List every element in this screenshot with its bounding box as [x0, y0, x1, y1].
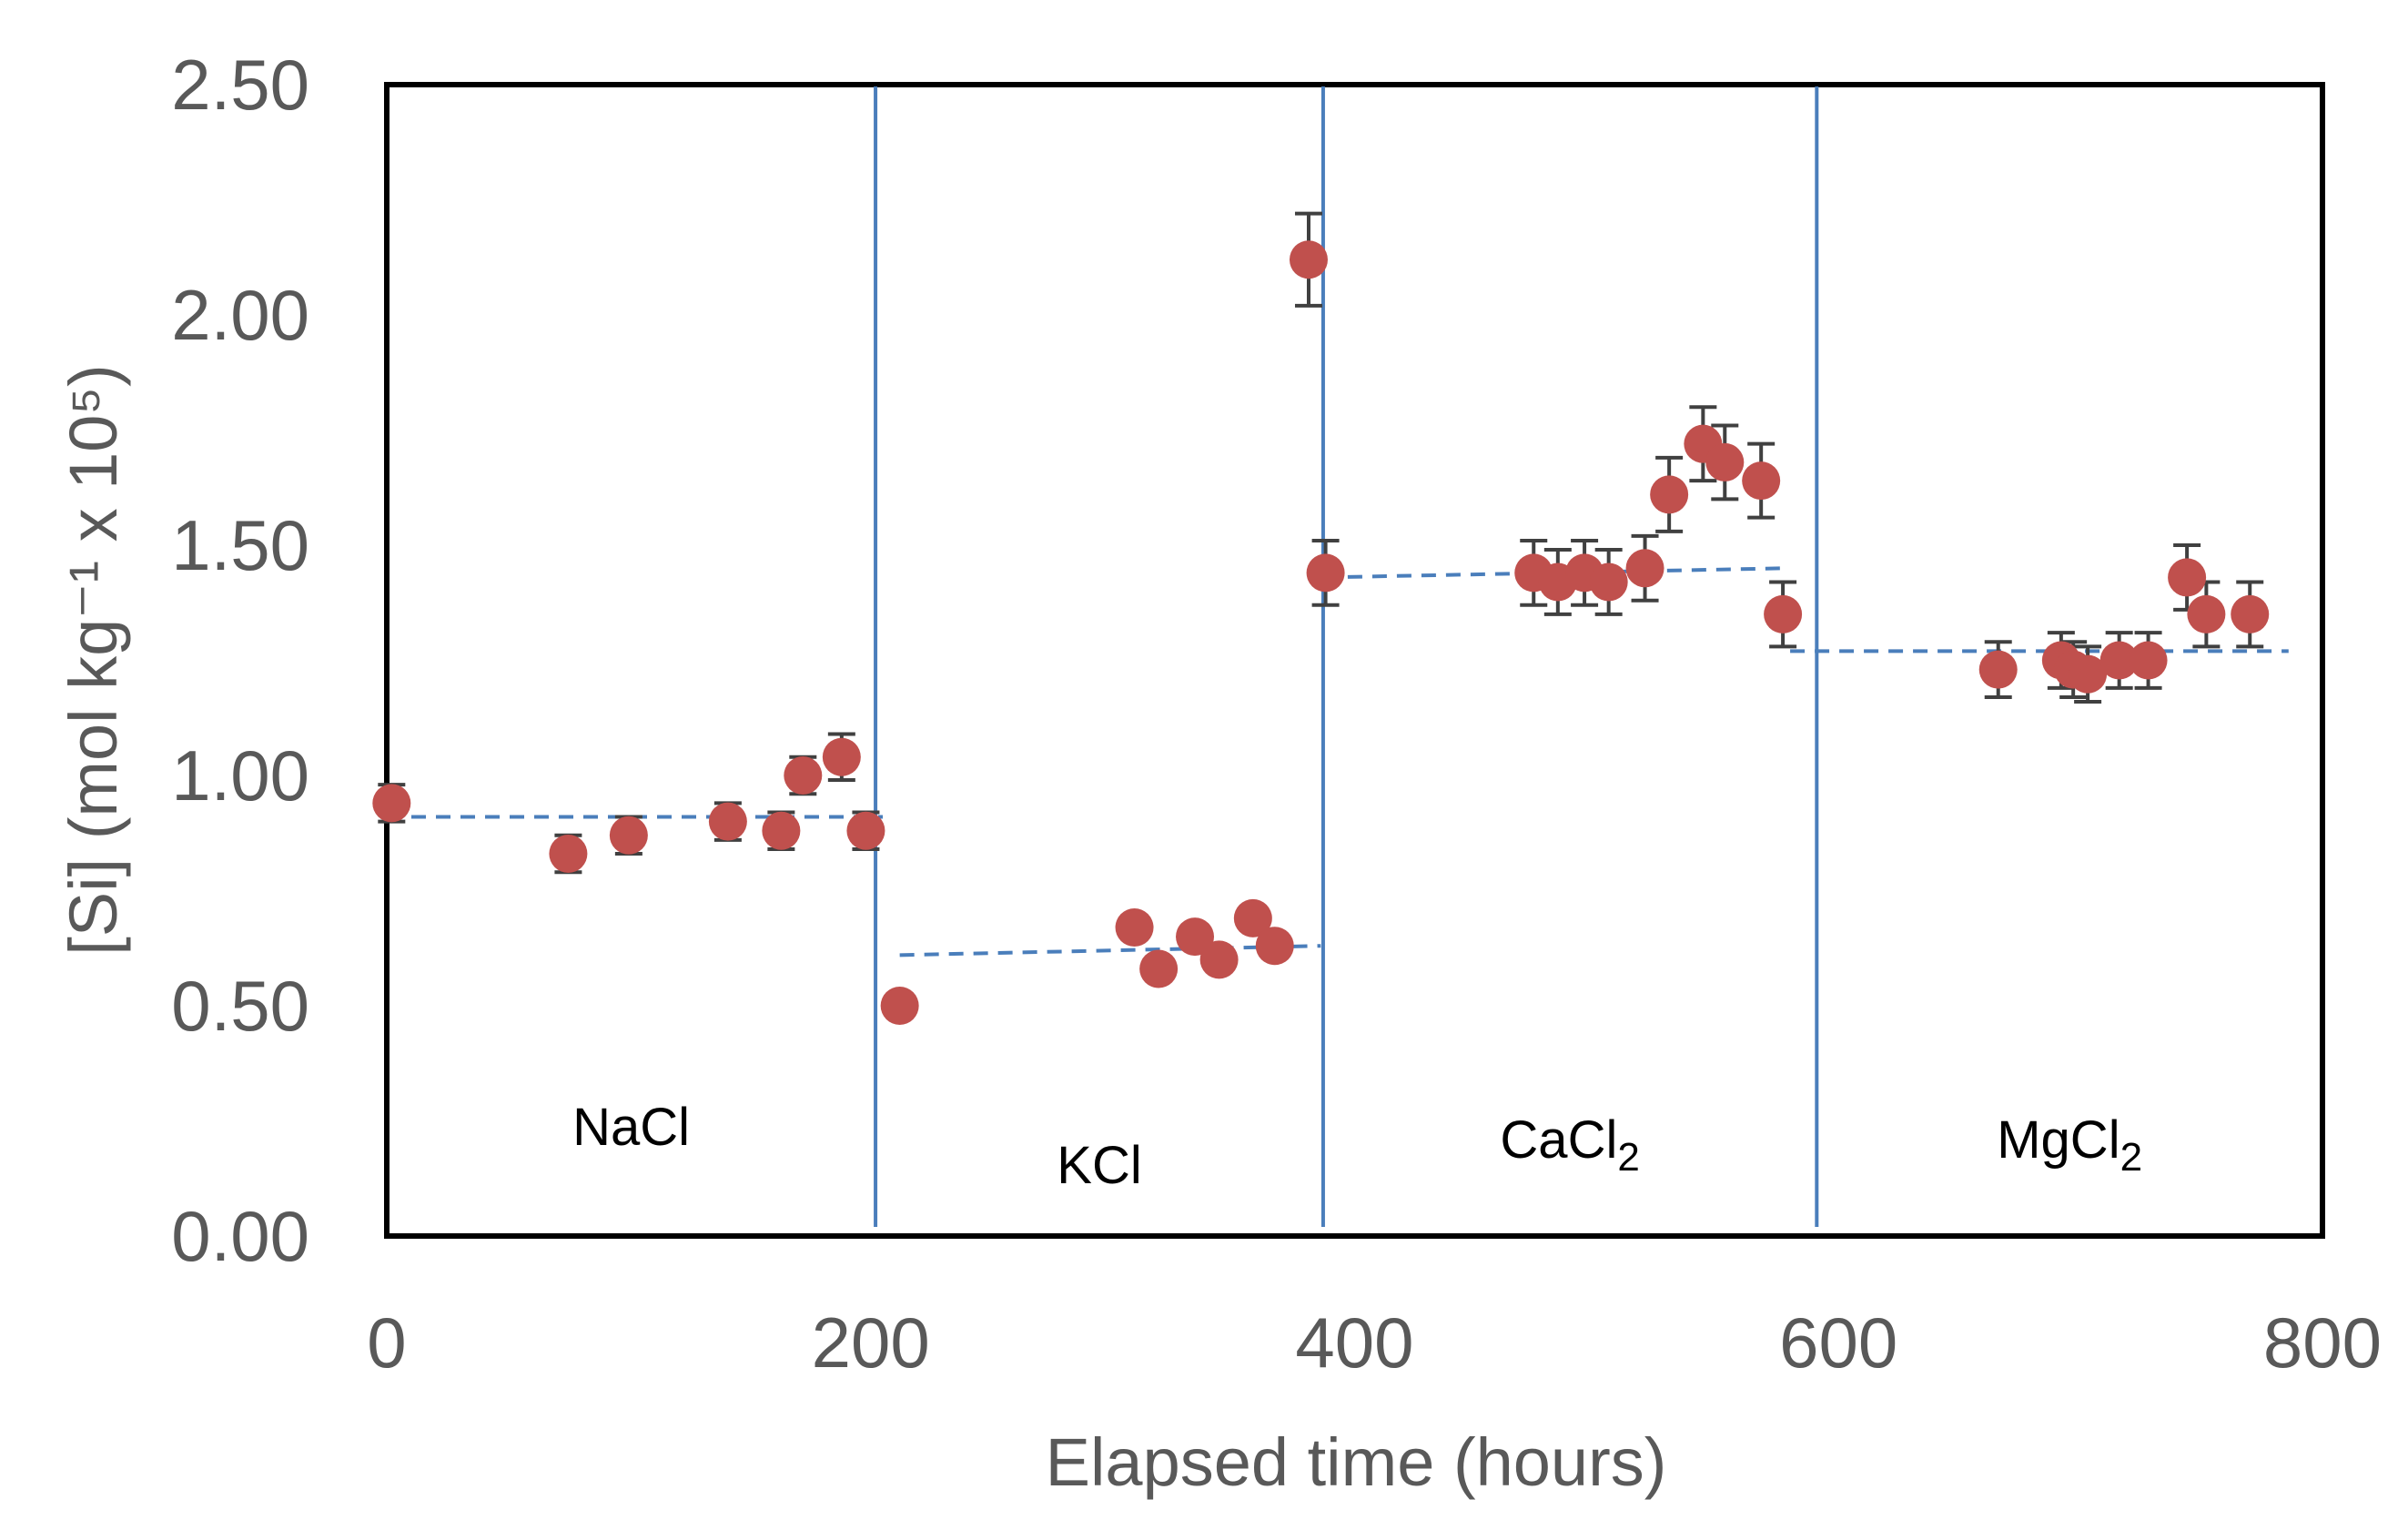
data-point — [1176, 917, 1215, 957]
data-point — [1589, 562, 1628, 602]
data-point — [372, 784, 411, 823]
data-point — [1139, 949, 1179, 988]
y-tick-label: 1.50 — [171, 505, 309, 585]
data-point — [2168, 558, 2207, 597]
trend-line-kcl — [899, 944, 1321, 958]
data-point — [1705, 442, 1745, 481]
data-point — [822, 737, 861, 776]
data-point — [1199, 940, 1239, 979]
data-point — [1742, 461, 1781, 501]
x-tick-label: 800 — [2263, 1302, 2382, 1383]
x-tick-label: 600 — [1779, 1302, 1897, 1383]
salt-label-main: NaCl — [572, 1098, 690, 1157]
x-tick-label: 0 — [367, 1302, 406, 1383]
data-point — [1764, 594, 1803, 633]
data-point — [846, 811, 885, 850]
data-point — [1306, 553, 1345, 593]
data-point — [784, 756, 823, 795]
data-point — [708, 802, 747, 841]
y-tick-label: 1.00 — [171, 735, 309, 816]
data-point — [549, 835, 588, 874]
data-point — [2069, 654, 2108, 694]
y-tick-label: 0.00 — [171, 1196, 309, 1276]
data-point — [2099, 641, 2139, 680]
data-point — [1289, 240, 1328, 279]
y-tick-label: 2.00 — [171, 275, 309, 355]
x-axis-title: Elapsed time (hours) — [1046, 1424, 1667, 1500]
salt-label-nacl: NaCl — [572, 1098, 690, 1157]
salt-label-kcl: KCl — [1057, 1136, 1141, 1195]
y-tick-label: 2.50 — [171, 45, 309, 125]
data-point — [1233, 898, 1272, 937]
salt-label-main: KCl — [1057, 1136, 1141, 1195]
salt-label-mgcl2: MgCl2 — [1997, 1110, 2142, 1180]
data-point — [1625, 549, 1664, 588]
y-axis-title: [Si] (mol kg⁻¹ x 10⁵) — [56, 364, 131, 956]
salt-label-cacl2: CaCl2 — [1500, 1110, 1639, 1180]
salt-label-subscript: 2 — [1617, 1135, 1639, 1180]
x-tick-label: 200 — [812, 1302, 930, 1383]
data-point — [1978, 650, 2018, 689]
data-point — [2129, 641, 2168, 680]
plot-frame — [384, 82, 2325, 1239]
data-point — [2187, 594, 2226, 633]
data-point — [609, 816, 648, 855]
data-point — [762, 811, 801, 850]
data-point — [1255, 927, 1294, 966]
data-point — [1115, 907, 1154, 947]
y-tick-label: 0.50 — [171, 966, 309, 1046]
salt-label-main: MgCl — [1997, 1110, 2120, 1170]
data-point — [880, 987, 919, 1025]
salt-label-subscript: 2 — [2120, 1135, 2142, 1180]
x-tick-label: 400 — [1295, 1302, 1413, 1383]
data-point — [1650, 475, 1689, 514]
salt-label-main: CaCl — [1500, 1110, 1617, 1170]
data-point — [2231, 594, 2270, 633]
